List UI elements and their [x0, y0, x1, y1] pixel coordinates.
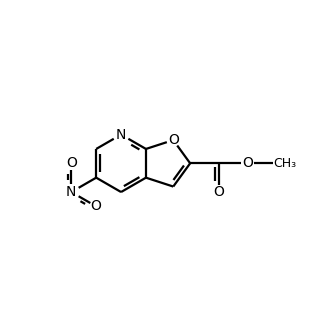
- Text: O: O: [242, 156, 253, 170]
- Text: O: O: [66, 156, 77, 170]
- Text: O: O: [91, 199, 102, 214]
- Text: CH₃: CH₃: [274, 157, 297, 170]
- Text: O: O: [168, 133, 179, 147]
- Text: N: N: [116, 128, 126, 142]
- Text: N: N: [66, 185, 77, 199]
- Text: O: O: [214, 185, 224, 199]
